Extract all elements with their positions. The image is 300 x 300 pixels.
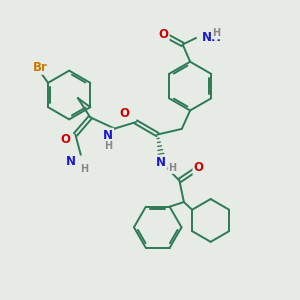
Text: O: O <box>194 161 203 174</box>
Text: NH: NH <box>201 31 221 44</box>
Text: H: H <box>80 164 88 174</box>
Text: N: N <box>103 129 113 142</box>
Text: N: N <box>156 156 166 169</box>
Text: O: O <box>159 28 169 41</box>
Text: O: O <box>120 107 130 120</box>
Text: O: O <box>60 134 70 146</box>
Text: H: H <box>212 28 220 38</box>
Text: N: N <box>66 155 76 168</box>
Text: H: H <box>168 163 176 173</box>
Text: H: H <box>104 141 112 151</box>
Text: Br: Br <box>33 61 48 74</box>
